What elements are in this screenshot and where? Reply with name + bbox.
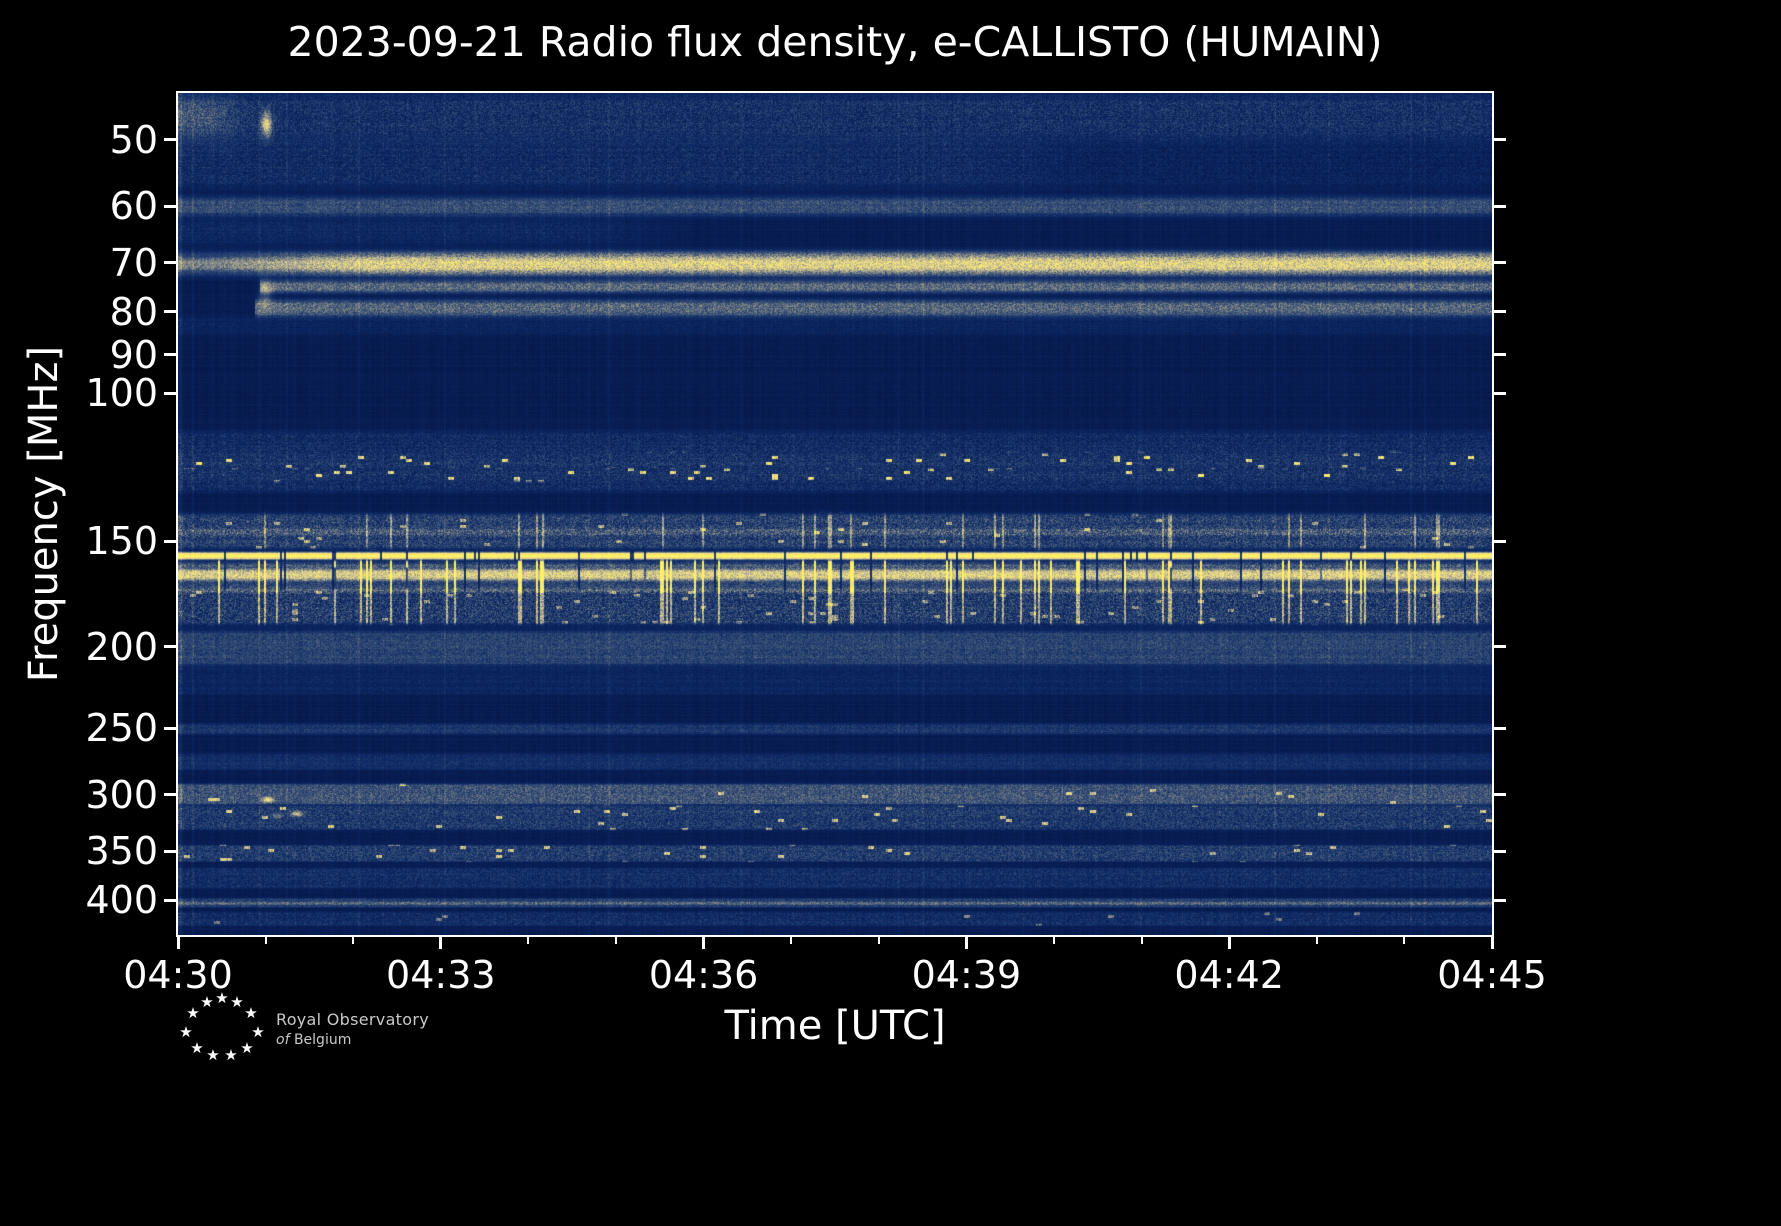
- x-minor-tick: [264, 937, 267, 944]
- y-tick-label: 50: [109, 117, 158, 162]
- star-icon: ★: [244, 1004, 258, 1022]
- x-minor-tick: [615, 937, 617, 944]
- y-tick: [164, 726, 176, 730]
- x-tick: [439, 937, 443, 949]
- chart-title: 2023-09-21 Radio flux density, e-CALLIST…: [287, 18, 1383, 66]
- y-tick: [1494, 261, 1506, 265]
- star-icon: ★: [215, 989, 229, 1007]
- y-tick-label: 150: [85, 519, 158, 564]
- y-tick: [164, 793, 176, 797]
- x-minor-tick: [1053, 937, 1055, 944]
- x-tick: [702, 937, 706, 949]
- y-tick: [164, 138, 176, 142]
- x-tick-label: 04:30: [123, 953, 233, 997]
- star-icon: ★: [206, 1046, 220, 1064]
- x-tick: [1227, 937, 1231, 949]
- y-tick: [1494, 645, 1506, 649]
- x-tick: [176, 937, 180, 949]
- x-axis-label: Time [UTC]: [724, 1003, 946, 1049]
- y-tick-label: 300: [85, 772, 158, 817]
- star-icon: ★: [200, 993, 214, 1011]
- star-icon: ★: [179, 1023, 193, 1041]
- star-icon: ★: [190, 1039, 204, 1057]
- y-tick-label: 400: [85, 878, 158, 923]
- star-icon: ★: [240, 1039, 254, 1057]
- x-tick-label: 04:45: [1437, 953, 1547, 997]
- y-tick: [164, 391, 176, 395]
- y-tick-label: 250: [85, 706, 158, 751]
- x-tick: [1490, 937, 1494, 949]
- y-tick: [1494, 793, 1506, 797]
- x-minor-tick: [1315, 937, 1318, 944]
- y-tick: [164, 898, 176, 902]
- logo-line2-prefix: of: [276, 1032, 290, 1048]
- spectrogram-canvas: [178, 93, 1492, 935]
- y-tick: [1494, 391, 1506, 395]
- x-minor-tick: [877, 937, 880, 944]
- x-tick-label: 04:36: [648, 953, 759, 997]
- observatory-logo-text: Royal Observatory of Belgium: [276, 1010, 429, 1048]
- logo-line2: of Belgium: [276, 1032, 429, 1048]
- x-tick-label: 04:42: [1174, 953, 1284, 997]
- star-icon: ★: [224, 1046, 238, 1064]
- y-tick-label: 60: [109, 184, 158, 229]
- y-tick-label: 200: [85, 624, 158, 669]
- x-minor-tick: [527, 937, 530, 944]
- y-tick-label: 90: [109, 332, 158, 377]
- y-tick-label: 100: [85, 371, 158, 416]
- star-icon: ★: [186, 1004, 200, 1022]
- star-icon: ★: [230, 993, 244, 1011]
- y-tick-label: 350: [85, 829, 158, 874]
- y-tick: [1494, 539, 1506, 543]
- y-tick: [1494, 204, 1506, 208]
- x-minor-tick: [790, 937, 793, 944]
- y-tick: [1494, 353, 1506, 357]
- y-tick: [164, 353, 176, 357]
- x-tick-label: 04:39: [911, 953, 1022, 997]
- y-tick-label: 80: [109, 289, 158, 334]
- logo-line1: Royal Observatory: [276, 1010, 429, 1029]
- x-minor-tick: [1403, 937, 1406, 944]
- y-tick: [164, 539, 176, 543]
- y-tick: [164, 261, 176, 265]
- y-tick: [1494, 310, 1506, 314]
- y-tick: [164, 849, 176, 853]
- x-tick: [964, 937, 968, 949]
- y-tick: [164, 204, 176, 208]
- y-tick: [1494, 726, 1506, 730]
- x-tick-label: 04:33: [386, 953, 496, 997]
- star-icon: ★: [251, 1023, 265, 1041]
- y-tick: [1494, 898, 1506, 902]
- y-tick: [1494, 138, 1506, 142]
- logo-line2-name: Belgium: [293, 1032, 352, 1048]
- y-tick: [1494, 849, 1506, 853]
- x-minor-tick: [352, 937, 355, 944]
- y-tick: [164, 310, 176, 314]
- x-minor-tick: [1140, 937, 1143, 944]
- y-tick-label: 70: [109, 240, 158, 285]
- y-tick: [164, 645, 176, 649]
